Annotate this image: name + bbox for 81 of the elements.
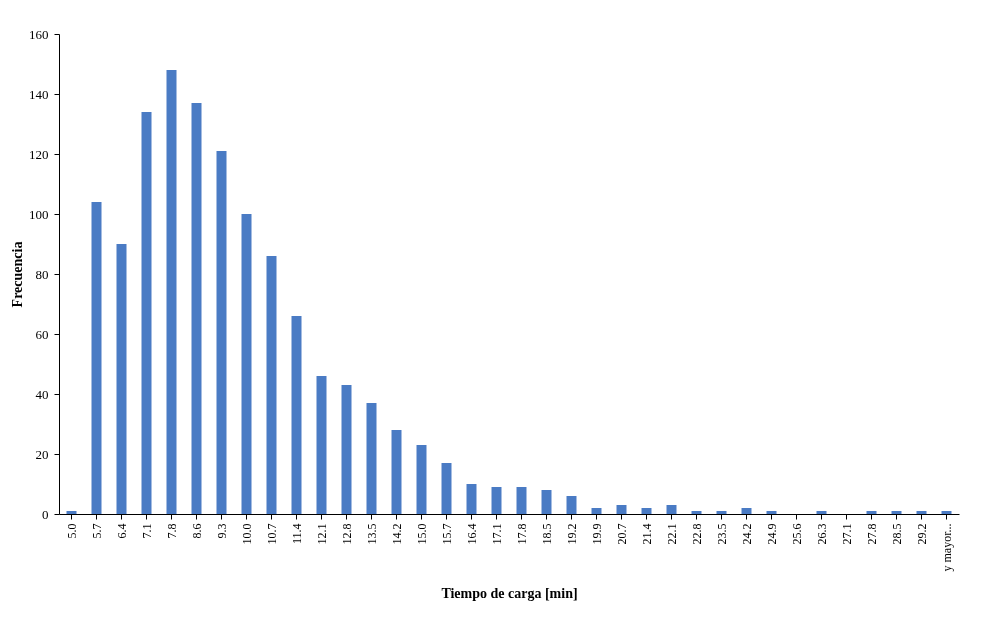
x-tick-label: 27.8 — [864, 523, 879, 545]
x-tick-label: 8.6 — [189, 523, 204, 539]
x-tick-label: 16.4 — [464, 523, 479, 545]
x-tick-label: 12.1 — [314, 523, 329, 545]
x-tick-label: 24.9 — [764, 523, 779, 545]
bar — [741, 508, 752, 514]
bar — [241, 214, 252, 514]
bar — [166, 70, 177, 514]
y-tick-label: 140 — [29, 86, 49, 102]
x-tick-label: 29.2 — [914, 523, 929, 545]
x-tick-label: 9.3 — [214, 523, 229, 539]
bar — [666, 505, 677, 514]
x-tick-label: 15.7 — [439, 523, 454, 545]
x-tick-label: 10.0 — [239, 523, 254, 545]
x-tick-label: 11.4 — [289, 523, 304, 545]
x-tick-label: 14.2 — [389, 523, 404, 545]
x-tick-label: 25.6 — [789, 523, 804, 545]
bar — [941, 511, 952, 514]
bar — [716, 511, 727, 514]
x-tick-label: 21.4 — [639, 523, 654, 545]
bar — [116, 244, 127, 514]
bar — [891, 511, 902, 514]
bar — [866, 511, 877, 514]
bar — [141, 112, 152, 514]
x-tick-label: 22.1 — [664, 523, 679, 545]
bar — [66, 511, 77, 514]
x-tick-label: 19.2 — [564, 523, 579, 545]
x-tick-label: 7.8 — [164, 523, 179, 539]
bar — [391, 430, 402, 514]
x-tick-label: 6.4 — [114, 523, 129, 539]
x-tick-label: 17.1 — [489, 523, 504, 545]
bar — [291, 316, 302, 514]
x-tick-label: 28.5 — [889, 523, 904, 545]
bar — [366, 403, 377, 514]
bar — [916, 511, 927, 514]
x-tick-label: 18.5 — [539, 523, 554, 545]
bar — [691, 511, 702, 514]
x-tick-label: 22.8 — [689, 523, 704, 545]
x-tick-label: 26.3 — [814, 523, 829, 545]
y-axis-title: Frecuencia — [10, 241, 25, 308]
x-tick-label: 10.7 — [264, 523, 279, 545]
bar — [191, 103, 202, 514]
y-tick-label: 0 — [42, 506, 49, 522]
bar — [566, 496, 577, 514]
x-tick-label: y mayor... — [939, 523, 954, 572]
x-axis-title: Tiempo de carga [min] — [441, 586, 578, 602]
bar — [491, 487, 502, 514]
x-tick-label: 7.1 — [139, 523, 154, 539]
x-tick-label: 27.1 — [839, 523, 854, 545]
x-tick-label: 5.0 — [64, 523, 79, 539]
x-tick-label: 15.0 — [414, 523, 429, 545]
bar — [641, 508, 652, 514]
bar — [441, 463, 452, 514]
x-tick-label: 17.8 — [514, 523, 529, 545]
bar — [316, 376, 327, 514]
x-tick-label: 12.8 — [339, 523, 354, 545]
x-tick-label: 24.2 — [739, 523, 754, 545]
bar — [616, 505, 627, 514]
y-tick-label: 160 — [29, 26, 49, 42]
x-tick-label: 19.9 — [589, 523, 604, 545]
bar — [266, 256, 277, 514]
bar — [91, 202, 102, 514]
bar — [216, 151, 227, 514]
bar — [591, 508, 602, 514]
y-tick-label: 40 — [35, 386, 49, 402]
bar — [516, 487, 527, 514]
y-tick-label: 60 — [35, 326, 49, 342]
bar — [416, 445, 427, 514]
x-tick-label: 5.7 — [89, 523, 104, 539]
bar — [466, 484, 477, 514]
y-tick-label: 100 — [29, 206, 49, 222]
bar — [816, 511, 827, 514]
x-tick-label: 13.5 — [364, 523, 379, 545]
bar — [541, 490, 552, 514]
bar — [341, 385, 352, 514]
x-tick-label: 23.5 — [714, 523, 729, 545]
y-tick-label: 80 — [35, 266, 49, 282]
bar — [766, 511, 777, 514]
y-tick-label: 120 — [29, 146, 49, 162]
y-tick-label: 20 — [35, 446, 49, 462]
x-tick-label: 20.7 — [614, 523, 629, 545]
